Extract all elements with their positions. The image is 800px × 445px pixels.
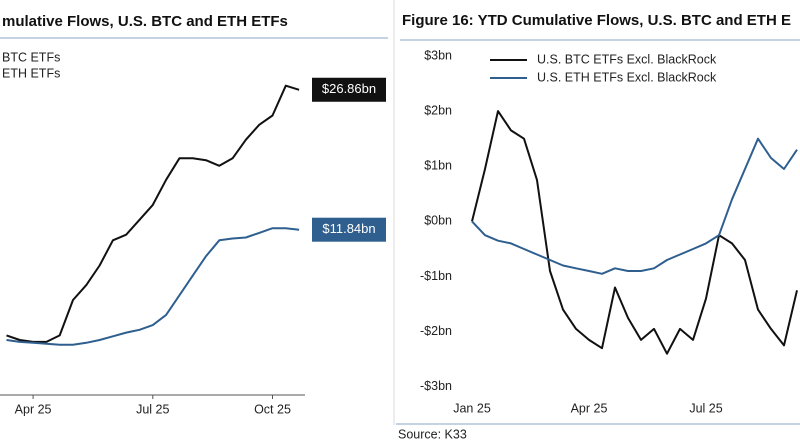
chart-title: Figure 16: YTD Cumulative Flows, U.S. BT… <box>402 12 791 29</box>
y-tick-label: -$3bn <box>420 379 452 393</box>
y-tick-label: $2bn <box>424 103 452 117</box>
y-tick-label: -$2bn <box>420 324 452 338</box>
y-tick-label: -$1bn <box>420 269 452 283</box>
legend-label: ETH ETFs <box>2 66 60 80</box>
value-label: $26.86bn <box>322 81 376 96</box>
value-label: $11.84bn <box>322 221 375 236</box>
x-tick-label: Apr 25 <box>571 401 608 415</box>
y-tick-label: $0bn <box>424 214 452 228</box>
x-tick-label: Oct 25 <box>254 402 291 416</box>
x-tick-label: Jan 25 <box>453 401 491 415</box>
x-tick-label: Jul 25 <box>136 402 169 416</box>
series-line <box>6 84 300 343</box>
series-line <box>6 227 300 346</box>
value-label-box <box>312 217 386 242</box>
x-tick-label: Jul 25 <box>689 401 722 415</box>
series-line <box>471 137 798 275</box>
chart-title: mulative Flows, U.S. BTC and ETH ETFs <box>2 13 288 30</box>
value-label-box <box>312 77 386 102</box>
series-line <box>471 110 798 355</box>
legend-label: U.S. ETH ETFs Excl. BlackRock <box>537 70 717 84</box>
y-tick-label: $1bn <box>424 159 452 173</box>
x-tick-label: Apr 25 <box>15 402 52 416</box>
source-note: Source: K33 <box>398 427 467 441</box>
legend-label: U.S. BTC ETFs Excl. BlackRock <box>537 52 717 66</box>
y-tick-label: $3bn <box>424 48 452 62</box>
legend-label: BTC ETFs <box>2 50 60 64</box>
